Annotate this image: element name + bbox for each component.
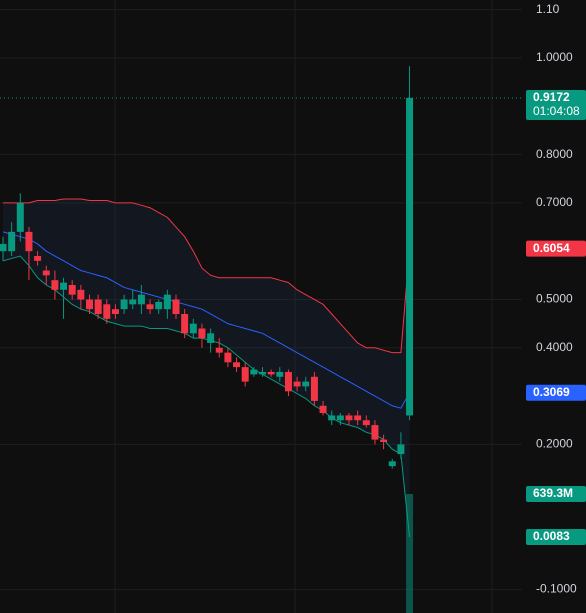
y-tick-label: -0.1000 [536, 582, 577, 596]
candle-body [198, 328, 206, 339]
badge-label: 0.6054 [533, 241, 570, 255]
candle-body [233, 362, 241, 368]
volume-bar [406, 494, 414, 613]
candle-body [362, 420, 370, 426]
candle-body [25, 231, 33, 252]
candle-body [284, 371, 292, 392]
candle-body [120, 299, 128, 310]
y-tick-label: 0.7000 [536, 195, 573, 209]
band-line [2, 231, 410, 409]
candle-body [8, 231, 16, 252]
candle-body [276, 371, 284, 377]
candle-body [146, 304, 154, 310]
candle-body [163, 294, 171, 310]
y-tick-label: 1.10 [536, 2, 560, 16]
candle-body [207, 333, 215, 343]
candle-body [181, 313, 189, 334]
price-badge [526, 89, 586, 120]
y-tick-label: 1.0000 [536, 50, 573, 64]
price-axis: 1.10 1.0000 0.8000 0.7000 0.5000 0.4000 0.2000… [526, 2, 586, 596]
candle-body [111, 309, 119, 314]
y-tick-label: 0.5000 [536, 292, 573, 306]
candle-body [224, 352, 232, 363]
y-tick-label: 0.8000 [536, 147, 573, 161]
badge-label: 0.9172 [533, 90, 570, 104]
candle-body [42, 270, 50, 276]
candle-body [319, 405, 327, 414]
candle-body [267, 371, 275, 375]
candle-body [397, 444, 405, 455]
candle-body [215, 347, 223, 353]
candle-body [345, 415, 353, 421]
candle-body [16, 202, 24, 232]
candle-body [137, 294, 145, 305]
candle-body [241, 367, 249, 382]
candle-body [94, 299, 102, 314]
badge-label: 0.0083 [533, 529, 570, 543]
badge-label: 639.3M [533, 486, 573, 500]
candle-body [155, 301, 163, 310]
band-line [2, 255, 411, 538]
price-badge [526, 384, 586, 401]
candle-body [354, 415, 362, 421]
candle-body [388, 461, 396, 467]
candle-body [172, 299, 180, 314]
price-badge [526, 486, 586, 502]
band-line [3, 198, 411, 354]
candle-body [86, 299, 93, 310]
candle-body [77, 289, 85, 300]
band-fill [3, 199, 410, 538]
plot [0, 66, 522, 613]
candle-body [293, 381, 301, 387]
candle-body [129, 299, 137, 305]
candle-body [310, 376, 318, 401]
candle-body [60, 282, 68, 290]
badge-label: 0.3069 [533, 385, 570, 399]
candle-body [371, 425, 379, 440]
candle-body [406, 97, 414, 416]
y-tick-label: 0.4000 [536, 340, 573, 354]
candle-body [259, 371, 266, 375]
candle-body [34, 256, 42, 261]
candle-body [380, 439, 388, 442]
candle-body [103, 304, 111, 319]
candle-body [189, 323, 197, 334]
price-badge [526, 240, 586, 257]
price-badge [526, 529, 586, 546]
candle-body [250, 369, 258, 375]
candle-body [302, 381, 310, 387]
candle-body [328, 415, 336, 421]
candle-body [68, 285, 76, 295]
candle-body [336, 415, 344, 421]
y-tick-label: 0.2000 [536, 437, 573, 451]
candle-body [51, 280, 59, 290]
candle-body [0, 243, 7, 252]
badge-countdown: 01:04:08 [533, 104, 580, 118]
